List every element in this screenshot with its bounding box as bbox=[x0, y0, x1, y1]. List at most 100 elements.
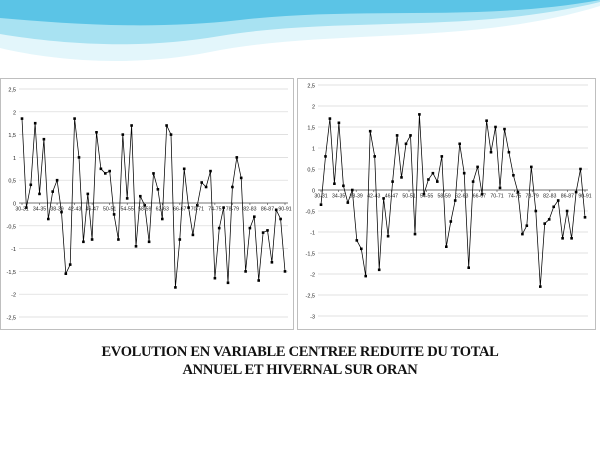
x-tick-label: 78-79 bbox=[526, 194, 539, 200]
data-point bbox=[543, 222, 546, 225]
banner-wave-front bbox=[0, 0, 600, 26]
data-point bbox=[274, 208, 278, 212]
x-tick-label: 30-31 bbox=[15, 207, 28, 213]
data-point bbox=[213, 276, 217, 280]
data-point bbox=[125, 197, 129, 200]
data-point bbox=[436, 180, 439, 183]
y-tick-label: 1,5 bbox=[8, 133, 16, 139]
data-point bbox=[503, 127, 506, 131]
x-tick-label: 42-43 bbox=[367, 194, 380, 200]
data-point bbox=[570, 237, 573, 240]
data-point bbox=[165, 124, 168, 127]
data-point bbox=[217, 226, 221, 230]
data-point bbox=[498, 186, 502, 190]
line-chart-annual: 2,5 2 1,5 1 0,5 0 -0,5 -1 -1,5 -2 -2,5 30-31 34-35 38… bbox=[7, 88, 292, 322]
x-tick-label: 50-51 bbox=[402, 194, 415, 200]
data-point bbox=[266, 229, 269, 232]
data-point bbox=[147, 240, 151, 244]
data-point bbox=[55, 178, 59, 182]
x-tick-label: 58-59 bbox=[138, 207, 151, 213]
data-point bbox=[117, 238, 120, 241]
series-line bbox=[320, 114, 586, 287]
data-point bbox=[462, 171, 466, 175]
y-tick-label: -1,5 bbox=[7, 270, 16, 276]
data-point bbox=[235, 156, 239, 159]
data-point bbox=[395, 134, 399, 137]
data-point bbox=[373, 155, 376, 158]
data-point bbox=[377, 268, 381, 272]
x-tick-label: 30-31 bbox=[314, 194, 327, 200]
x-tick-label: 54-55 bbox=[420, 194, 433, 200]
data-point bbox=[324, 155, 327, 158]
data-point bbox=[60, 210, 63, 214]
data-point bbox=[539, 285, 542, 288]
caption-line-1: EVOLUTION EN VARIABLE CENTREE REDUITE DU… bbox=[101, 344, 499, 360]
data-point bbox=[104, 172, 107, 175]
data-point bbox=[458, 142, 461, 146]
data-point bbox=[161, 217, 164, 221]
y-tick-label: -1,5 bbox=[306, 252, 315, 258]
data-point bbox=[33, 121, 37, 125]
data-point bbox=[270, 261, 274, 264]
slide-caption: EVOLUTION EN VARIABLE CENTREE REDUITE DU… bbox=[0, 343, 600, 379]
x-tick-label: 34-35 bbox=[33, 207, 46, 213]
x-tick-label: 38-39 bbox=[50, 207, 63, 213]
y-tick-label: 0 bbox=[13, 202, 16, 208]
data-point bbox=[521, 232, 524, 236]
data-point bbox=[68, 263, 72, 266]
y-tick-label: 2 bbox=[13, 110, 16, 116]
line-chart-winter: 2,5 2 1,5 1 0,5 0 -0,5 -1 -1,5 -2 -2,5 -3 30-31 34-35… bbox=[306, 84, 592, 321]
data-point bbox=[418, 113, 421, 116]
data-point bbox=[226, 281, 230, 285]
data-point bbox=[38, 192, 41, 196]
data-point bbox=[355, 239, 359, 242]
caption-line-2: ANNUEL ET HIVERNAL SUR ORAN bbox=[182, 362, 418, 378]
data-point bbox=[494, 125, 497, 129]
data-point bbox=[178, 238, 182, 241]
data-point bbox=[440, 155, 444, 158]
x-tick-label: 38-39 bbox=[350, 194, 363, 200]
x-tick-label: 78-79 bbox=[226, 207, 239, 213]
data-point bbox=[583, 216, 587, 219]
x-tick-label: 86-87 bbox=[561, 194, 574, 200]
y-tick-label: 2,5 bbox=[307, 84, 315, 90]
x-tick-label: 62-63 bbox=[455, 194, 468, 200]
data-point bbox=[445, 245, 448, 248]
data-point bbox=[342, 184, 345, 188]
data-point bbox=[139, 194, 142, 198]
data-point bbox=[222, 206, 225, 209]
y-tick-label: -0,5 bbox=[306, 210, 315, 216]
data-point bbox=[422, 192, 426, 196]
data-point bbox=[579, 167, 582, 171]
data-point bbox=[209, 169, 212, 173]
y-tick-label: 0,5 bbox=[307, 168, 315, 174]
x-tick-label: 58-59 bbox=[438, 194, 451, 200]
x-tick-label: 54-55 bbox=[121, 207, 134, 213]
data-point bbox=[29, 183, 33, 187]
data-point bbox=[261, 231, 265, 234]
x-tick-label: 82-83 bbox=[243, 207, 256, 213]
data-point bbox=[319, 203, 323, 206]
x-tick-label: 86-87 bbox=[261, 207, 274, 213]
data-point bbox=[391, 180, 394, 183]
x-tick-label: 42-43 bbox=[68, 207, 81, 213]
data-point bbox=[121, 133, 125, 136]
data-point bbox=[512, 174, 515, 177]
data-point bbox=[556, 199, 560, 202]
y-tick-label: -3 bbox=[310, 315, 315, 321]
x-tick-label: 50-51 bbox=[103, 207, 116, 213]
data-point bbox=[130, 124, 133, 127]
data-point bbox=[565, 209, 569, 213]
y-tick-label: 1,5 bbox=[307, 126, 315, 132]
data-point bbox=[95, 131, 98, 134]
data-point bbox=[360, 247, 363, 251]
data-point bbox=[73, 117, 76, 120]
data-point bbox=[574, 190, 578, 194]
data-point bbox=[108, 169, 111, 173]
data-point bbox=[47, 217, 50, 221]
data-point bbox=[25, 206, 28, 209]
data-point bbox=[530, 165, 533, 169]
data-point bbox=[480, 192, 484, 196]
y-tick-label: -1 bbox=[310, 231, 315, 237]
data-point bbox=[99, 167, 103, 171]
